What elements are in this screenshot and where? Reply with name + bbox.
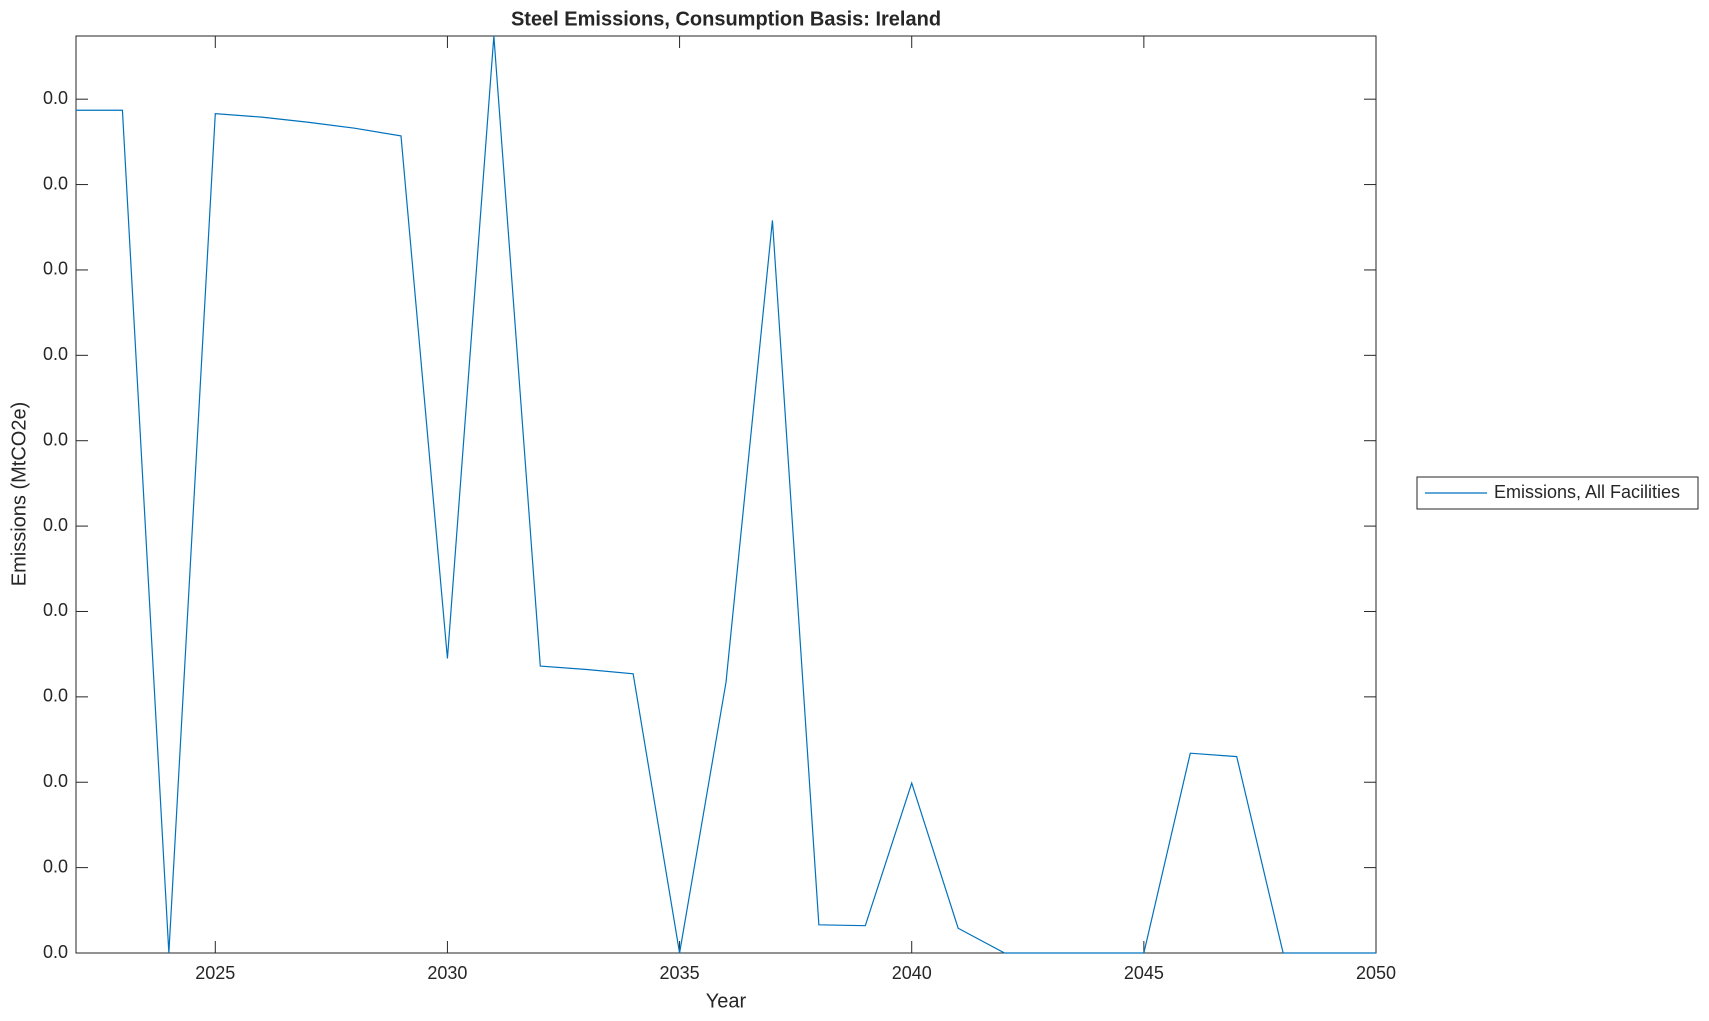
line [76, 35, 1376, 954]
y-tick-label: 0.0 [43, 429, 68, 449]
chart-title: Steel Emissions, Consumption Basis: Irel… [511, 8, 941, 30]
y-tick-label: 0.0 [43, 173, 68, 193]
x-tick-label: 2035 [660, 963, 700, 983]
y-tick-label: 0.0 [43, 856, 68, 876]
legend-label: Emissions, All Facilities [1494, 482, 1680, 502]
y-tick-label: 0.0 [43, 515, 68, 535]
plot-box [75, 35, 1377, 954]
y-axis-label: Emissions (MtCO2e) [8, 402, 30, 586]
y-tick-label: 0.0 [43, 600, 68, 620]
x-tick-label: 2045 [1124, 963, 1164, 983]
x-axis-label: Year [706, 990, 747, 1012]
x-tick-label: 2030 [427, 963, 467, 983]
y-tick-label: 0.0 [43, 344, 68, 364]
x-tick-label: 2025 [195, 963, 235, 983]
y-tick-label: 0.0 [43, 88, 68, 108]
y-tick-label: 0.0 [43, 259, 68, 279]
x-tick-label: 2050 [1356, 963, 1396, 983]
y-tick-label: 0.0 [43, 771, 68, 791]
y-tick-label: 0.0 [43, 942, 68, 962]
y-tick-label: 0.0 [43, 686, 68, 706]
x-tick-label: 2040 [892, 963, 932, 983]
